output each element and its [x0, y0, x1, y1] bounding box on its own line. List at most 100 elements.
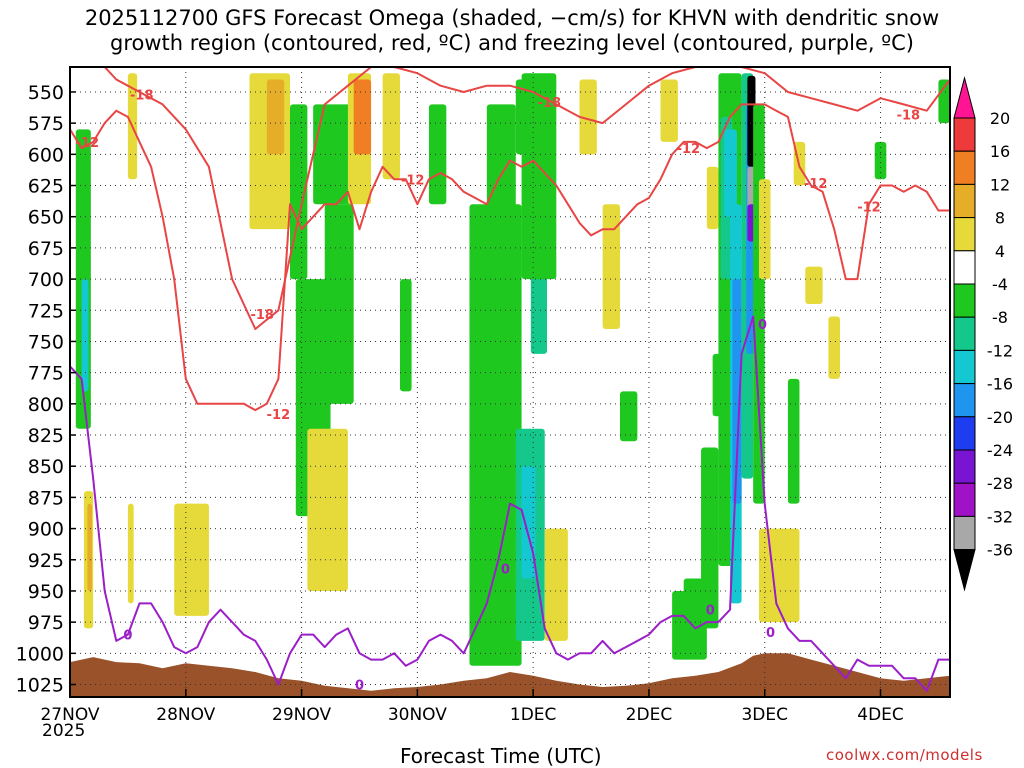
y-tick-label: 875	[28, 487, 64, 509]
colorbar-label: -4	[992, 275, 1008, 294]
plot-frame	[69, 66, 951, 698]
y-axis: 550 575 600 625 650 675 700 725 750 775 800 825 850 8…	[16, 82, 76, 697]
x-axis-label: Forecast Time (UTC)	[400, 744, 602, 768]
y-tick-label: 925	[28, 550, 64, 572]
y-tick-label: 700	[28, 269, 64, 291]
contour-label: 0	[501, 563, 510, 578]
omega-cell	[660, 79, 678, 142]
omega-cell	[620, 391, 638, 442]
contour-label: -12	[401, 173, 425, 188]
contour-label: 0	[706, 604, 715, 619]
omega-cell	[307, 428, 348, 591]
y-tick-label: 575	[28, 113, 64, 135]
omega-cell	[805, 266, 823, 305]
omega-cell	[266, 79, 285, 155]
contour-label: -18	[130, 88, 154, 103]
contour-label: -12	[267, 408, 291, 423]
y-tick-label: 1025	[16, 675, 64, 697]
colorbar-segment	[953, 316, 976, 351]
colorbar: 20 16 12 8 4 -4 -8 -12 -16 -20 -24 -28 -32 -36	[953, 76, 1013, 592]
colorbar-segment	[953, 283, 976, 318]
colorbar-segment	[953, 383, 976, 418]
terrain-layer	[70, 653, 950, 697]
y-tick-label: 600	[28, 144, 64, 166]
colorbar-label: -32	[987, 507, 1013, 526]
omega-cell	[428, 104, 447, 205]
colorbar-segment	[953, 349, 976, 385]
omega-cell	[544, 528, 568, 641]
colorbar-segment	[953, 117, 976, 152]
omega-cell	[87, 503, 92, 591]
omega-cell	[174, 503, 209, 616]
colorbar-segment	[953, 416, 976, 451]
x-tick-label: 29NOV	[272, 705, 331, 725]
colorbar-segment	[953, 217, 976, 252]
contour-label: 0	[355, 679, 364, 694]
y-tick-label: 625	[28, 176, 64, 198]
contour-label: -18	[538, 96, 562, 111]
colorbar-bottom-arrow	[953, 549, 976, 592]
x-tick-label: 28NOV	[156, 705, 215, 725]
omega-cell	[706, 166, 719, 230]
contour-label: -12	[804, 177, 828, 192]
x-axis-year: 2025	[42, 721, 86, 741]
x-axis: 27NOV 28NOV 29NOV 30NOV 1DEC 2DEC 3DEC 4DEC	[40, 689, 904, 725]
colorbar-segment	[953, 250, 976, 285]
omega-cell	[313, 104, 354, 205]
y-tick-label: 650	[28, 207, 64, 229]
x-tick-label: 2DEC	[626, 705, 673, 725]
omega-cell	[353, 79, 372, 155]
colorbar-label: 16	[990, 142, 1010, 161]
y-tick-label: 675	[28, 238, 64, 260]
colorbar-top-arrow	[953, 76, 976, 119]
omega-cell	[724, 129, 737, 217]
omega-cell	[382, 73, 400, 180]
colorbar-label: -36	[987, 541, 1013, 560]
y-tick-label: 975	[28, 612, 64, 634]
colorbar-label: -16	[987, 375, 1013, 394]
colorbar-label: 12	[990, 175, 1010, 194]
colorbar-segment	[953, 482, 976, 517]
contour-label: 0	[123, 629, 132, 644]
colorbar-label: 20	[990, 109, 1010, 128]
terrain-area	[70, 653, 950, 697]
omega-cell	[828, 316, 840, 379]
colorbar-label: -8	[992, 308, 1008, 327]
omega-cell	[874, 141, 887, 180]
colorbar-segment	[953, 449, 976, 484]
omega-cell	[127, 503, 134, 604]
contour-label: 0	[758, 318, 767, 333]
colorbar-segment	[953, 183, 976, 219]
y-tick-label: 775	[28, 363, 64, 385]
omega-cell	[81, 279, 89, 392]
y-tick-label: 900	[28, 519, 64, 541]
colorbar-label: -12	[987, 341, 1013, 360]
y-tick-label: 725	[28, 300, 64, 322]
contour-label: -12	[76, 136, 100, 151]
colorbar-segment	[953, 150, 976, 185]
y-tick-label: 800	[28, 394, 64, 416]
contour-label: 0	[766, 626, 775, 641]
gridlines	[69, 67, 950, 697]
omega-cell	[579, 79, 597, 155]
omega-cell	[758, 179, 771, 280]
x-tick-label: 4DEC	[857, 705, 904, 725]
contour-0	[70, 315, 950, 692]
contour-label: -18	[250, 308, 274, 323]
y-tick-label: 550	[28, 82, 64, 104]
y-tick-label: 850	[28, 456, 64, 478]
colorbar-label: 4	[995, 242, 1005, 261]
colorbar-label: -24	[987, 441, 1013, 460]
omega-cell	[324, 204, 354, 404]
omega-cell	[732, 279, 742, 504]
omega-cell	[400, 279, 412, 392]
x-tick-label: 27NOV	[40, 705, 99, 725]
colorbar-label: -28	[987, 474, 1013, 493]
credit-text: coolwx.com/models	[826, 746, 983, 764]
x-tick-label: 3DEC	[741, 705, 788, 725]
chart-title: 2025112700 GFS Forecast Omega (shaded, −…	[84, 6, 940, 55]
omega-cell	[521, 73, 557, 280]
y-tick-label: 825	[28, 425, 64, 447]
contour-label: -12	[857, 201, 881, 216]
